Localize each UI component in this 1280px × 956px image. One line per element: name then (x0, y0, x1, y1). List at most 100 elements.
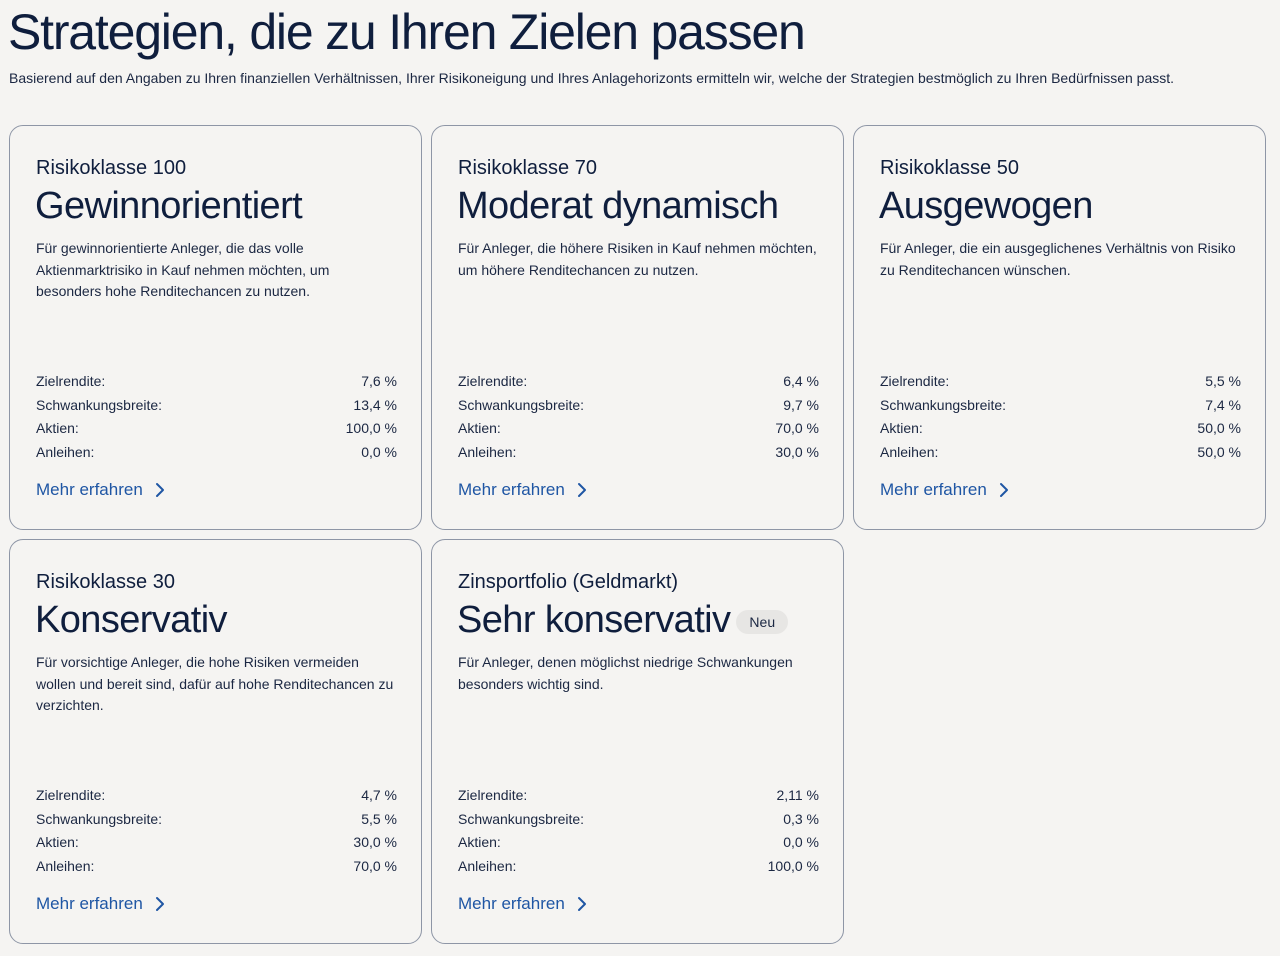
metrics-list: Zielrendite: 2,11 % Schwankungsbreite: 0,3… (458, 784, 819, 878)
metric-row-schwankungsbreite: Schwankungsbreite: 5,5 % (36, 808, 397, 832)
card-description: Für Anleger, die höhere Risiken in Kauf … (458, 240, 817, 278)
metric-row-anleihen: Anleihen: 0,0 % (36, 441, 397, 465)
metric-row-aktien: Aktien: 30,0 % (36, 831, 397, 855)
metric-label: Anleihen: (36, 857, 95, 874)
metric-label: Anleihen: (458, 857, 517, 874)
metric-label: Aktien: (36, 834, 79, 850)
metric-row-aktien: Aktien: 70,0 % (458, 417, 819, 441)
metric-label: Schwankungsbreite: (880, 396, 1007, 413)
card-kicker: Risikoklasse 30 (36, 571, 175, 593)
card-description: Für Anleger, denen möglichst niedrige Sc… (458, 654, 793, 692)
chevron-right-icon (577, 896, 587, 912)
card-heading-text: Ausgewogen (879, 185, 1093, 227)
metric-value: 0,0 % (361, 443, 397, 460)
metric-row-zielrendite: Zielrendite: 5,5 % (880, 370, 1241, 394)
metric-label: Zielrendite: (36, 373, 106, 389)
metric-label: Schwankungsbreite: (36, 396, 163, 413)
metric-label: Anleihen: (880, 443, 939, 460)
mehr-erfahren-link[interactable]: Mehr erfahren (458, 892, 587, 916)
metrics-list: Zielrendite: 7,6 % Schwankungsbreite: 13,4… (36, 370, 397, 464)
new-badge: Neu (736, 610, 789, 634)
metric-label: Schwankungsbreite: (458, 396, 585, 413)
metric-label: Zielrendite: (880, 373, 950, 389)
chevron-right-icon (999, 482, 1009, 498)
metric-row-aktien: Aktien: 100,0 % (36, 417, 397, 441)
metric-label: Aktien: (36, 420, 79, 436)
strategy-card-zinsportfolio: Zinsportfolio (Geldmarkt) Sehr konservat… (431, 539, 844, 944)
card-heading-text: Konservativ (35, 599, 228, 641)
link-label: Mehr erfahren (36, 480, 143, 499)
metric-row-schwankungsbreite: Schwankungsbreite: 9,7 % (458, 394, 819, 418)
metric-value: 2,11 % (776, 787, 819, 803)
card-kicker: Risikoklasse 100 (36, 157, 187, 179)
chevron-right-icon (155, 482, 165, 498)
card-heading: Sehr konservativ Neu (457, 597, 789, 643)
metric-label: Aktien: (880, 420, 923, 436)
link-label: Mehr erfahren (880, 480, 987, 499)
mehr-erfahren-link[interactable]: Mehr erfahren (36, 478, 165, 502)
metric-value: 5,5 % (1205, 373, 1241, 389)
mehr-erfahren-link[interactable]: Mehr erfahren (880, 478, 1009, 502)
metrics-list: Zielrendite: 5,5 % Schwankungsbreite: 7,4 … (880, 370, 1241, 464)
metric-value: 4,7 % (361, 787, 397, 803)
card-heading: Konservativ (35, 597, 228, 643)
metric-value: 50,0 % (1197, 443, 1241, 460)
metric-row-zielrendite: Zielrendite: 6,4 % (458, 370, 819, 394)
metric-value: 100,0 % (767, 857, 819, 874)
metric-row-anleihen: Anleihen: 70,0 % (36, 855, 397, 879)
metric-value: 0,0 % (783, 834, 819, 850)
strategy-card-risikoklasse-70: Risikoklasse 70 Moderat dynamisch Für An… (431, 125, 844, 530)
metric-value: 70,0 % (353, 857, 397, 874)
metric-value: 7,4 % (1205, 396, 1241, 413)
strategy-card-risikoklasse-100: Risikoklasse 100 Gewinnorientiert Für ge… (9, 125, 422, 530)
card-heading: Ausgewogen (879, 183, 1093, 229)
metric-label: Zielrendite: (458, 787, 528, 803)
metric-value: 100,0 % (345, 420, 397, 436)
page-title: Strategien, die zu Ihren Zielen passen (8, 4, 806, 60)
metric-row-anleihen: Anleihen: 100,0 % (458, 855, 819, 879)
metric-row-anleihen: Anleihen: 30,0 % (458, 441, 819, 465)
chevron-right-icon (155, 896, 165, 912)
card-description: Für Anleger, die ein ausgeglichenes Verh… (880, 240, 1236, 278)
metric-value: 7,6 % (361, 373, 397, 389)
metric-label: Zielrendite: (36, 787, 106, 803)
metric-row-schwankungsbreite: Schwankungsbreite: 0,3 % (458, 808, 819, 832)
card-kicker: Risikoklasse 70 (458, 157, 597, 179)
metric-value: 6,4 % (783, 373, 819, 389)
metric-label: Anleihen: (458, 443, 517, 460)
metric-value: 50,0 % (1197, 420, 1241, 436)
link-label: Mehr erfahren (36, 894, 143, 913)
link-label: Mehr erfahren (458, 480, 565, 499)
card-heading-text: Sehr konservativ (457, 599, 731, 641)
metric-value: 5,5 % (361, 810, 397, 827)
metric-row-anleihen: Anleihen: 50,0 % (880, 441, 1241, 465)
link-label: Mehr erfahren (458, 894, 565, 913)
card-heading: Gewinnorientiert (35, 183, 303, 229)
metric-row-zielrendite: Zielrendite: 7,6 % (36, 370, 397, 394)
card-kicker: Zinsportfolio (Geldmarkt) (458, 571, 679, 593)
mehr-erfahren-link[interactable]: Mehr erfahren (36, 892, 165, 916)
metric-label: Anleihen: (36, 443, 95, 460)
card-heading: Moderat dynamisch (457, 183, 779, 229)
metric-row-aktien: Aktien: 50,0 % (880, 417, 1241, 441)
metric-label: Schwankungsbreite: (36, 810, 163, 827)
card-kicker: Risikoklasse 50 (880, 157, 1019, 179)
metric-row-schwankungsbreite: Schwankungsbreite: 13,4 % (36, 394, 397, 418)
mehr-erfahren-link[interactable]: Mehr erfahren (458, 478, 587, 502)
strategy-card-risikoklasse-30: Risikoklasse 30 Konservativ Für vorsicht… (9, 539, 422, 944)
page-intro: Basierend auf den Angaben zu Ihren finan… (9, 70, 1175, 86)
metric-row-zielrendite: Zielrendite: 2,11 % (458, 784, 819, 808)
metric-value: 30,0 % (353, 834, 397, 850)
metric-label: Zielrendite: (458, 373, 528, 389)
metric-value: 70,0 % (775, 420, 819, 436)
chevron-right-icon (577, 482, 587, 498)
card-description: Für gewinnorientierte Anleger, die das v… (36, 240, 330, 299)
metric-value: 0,3 % (783, 810, 819, 827)
metric-row-zielrendite: Zielrendite: 4,7 % (36, 784, 397, 808)
card-heading-text: Gewinnorientiert (35, 185, 303, 227)
metric-value: 13,4 % (353, 396, 397, 413)
strategy-card-risikoklasse-50: Risikoklasse 50 Ausgewogen Für Anleger, … (853, 125, 1266, 530)
metric-value: 30,0 % (775, 443, 819, 460)
metric-label: Schwankungsbreite: (458, 810, 585, 827)
